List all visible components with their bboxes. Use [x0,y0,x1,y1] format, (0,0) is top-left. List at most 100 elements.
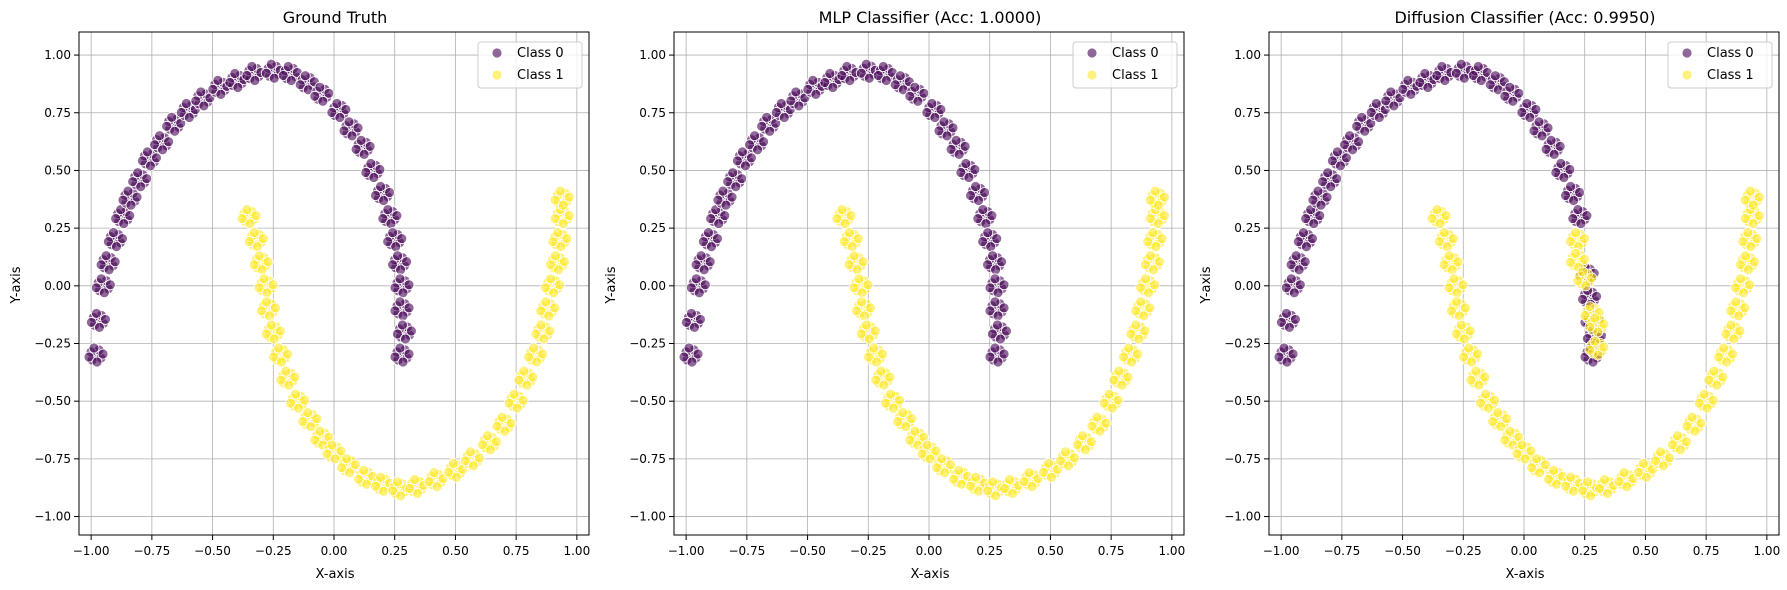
data-point [955,167,967,178]
data-point [1753,210,1765,221]
data-point [190,95,202,107]
data-point [1672,430,1683,442]
data-point [340,104,352,115]
data-point [543,310,555,322]
data-point [969,164,981,175]
data-point [132,167,144,179]
data-point [1446,305,1457,317]
data-point [1351,120,1363,132]
data-point [448,457,459,469]
data-point [91,356,103,368]
data-point [309,434,321,446]
data-point [125,199,137,211]
data-point [1738,287,1749,299]
y-tick-label: 0.25 [44,221,71,235]
data-point [1373,112,1385,123]
x-tick-label: −0.50 [1384,544,1421,558]
data-point [1370,98,1382,109]
y-tick-label: −0.50 [34,394,71,408]
data-point [491,436,502,448]
data-point [549,213,561,224]
data-point [549,194,561,206]
data-point [1489,70,1501,82]
y-tick-label: 1.00 [44,48,71,62]
data-point [1542,122,1554,134]
data-point [1086,420,1098,432]
data-point [689,322,700,333]
data-point [950,134,962,146]
data-point [856,287,868,299]
data-point [1007,488,1018,499]
data-point [1664,452,1675,464]
data-point [248,259,260,271]
data-point [1521,98,1533,109]
data-point [992,356,1004,368]
subplot-ground-truth: Ground Truth −1.00 −0.75 −0.50 −0.25 0.00 0.2… [9,8,590,582]
data-point [243,236,255,248]
data-point [852,233,864,245]
x-axis-label: X-axis [316,567,355,582]
data-point [1290,250,1302,262]
data-point [1281,308,1292,319]
data-point [989,342,1001,354]
data-point [1574,187,1585,198]
data-point [1317,176,1329,188]
data-point [131,191,143,203]
data-point [111,241,122,253]
data-point [1458,351,1469,363]
data-point [1347,144,1358,156]
data-point [1725,305,1737,317]
data-point [1650,455,1661,467]
data-point [941,130,953,142]
data-point [860,319,872,331]
data-point [397,356,409,368]
data-point [683,342,695,354]
data-point [1321,191,1333,203]
data-point [1618,467,1630,479]
data-point [521,379,533,391]
data-point [1550,167,1562,178]
y-tick-label: −0.25 [34,336,71,350]
data-point [991,233,1003,245]
y-tick-label: 0.75 [44,106,71,120]
data-point [1551,478,1562,490]
data-point [869,325,881,337]
data-point [1018,476,1030,488]
data-point [1112,394,1124,406]
data-point [289,371,301,383]
data-point [1450,67,1462,79]
data-point [1558,172,1570,183]
data-point [350,143,362,155]
x-tick-label: −1.00 [668,544,705,558]
data-point [1133,333,1145,345]
data-point [1126,356,1137,368]
data-point [930,445,942,457]
data-point [268,72,280,84]
data-point [207,83,219,95]
data-point [355,134,367,146]
data-point [389,282,401,294]
data-point [1598,341,1610,353]
data-point [1113,365,1125,377]
data-point [1365,107,1377,118]
data-point [375,471,386,483]
data-point [1579,254,1590,265]
legend-marker-class-0 [1681,47,1693,59]
data-point [1135,282,1146,294]
data-point [91,308,102,319]
data-point [358,148,370,160]
data-point [713,218,725,229]
data-point [1589,312,1601,324]
data-point [793,100,805,112]
data-point [258,273,270,285]
x-tick-label: −0.25 [850,544,887,558]
y-tick-label: 0.50 [44,163,71,177]
data-point [926,98,938,109]
x-tick-label: −0.75 [133,544,170,558]
data-point [1152,218,1164,229]
data-point [505,417,517,429]
y-axis-label: Y-axis [9,266,24,304]
data-point [875,365,887,377]
data-point [947,122,959,134]
data-point [538,333,550,345]
